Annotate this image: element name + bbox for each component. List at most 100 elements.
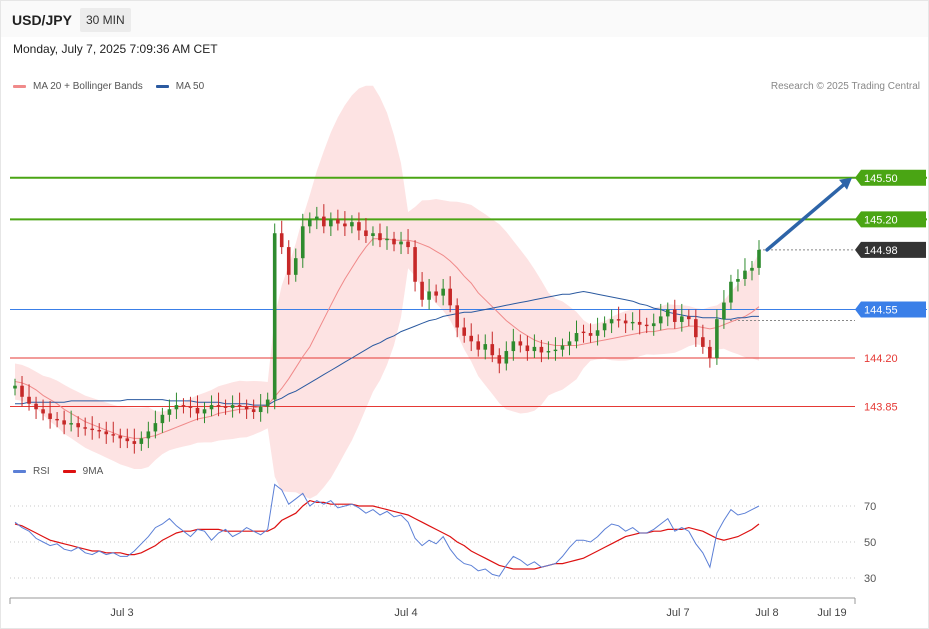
candle-14: [111, 434, 116, 436]
legend-swatch-9ma: [62, 470, 76, 473]
candle-82: [588, 333, 593, 336]
legend-label-9ma: 9MA: [82, 466, 104, 477]
candle-100: [715, 319, 719, 358]
candle-8: [69, 423, 73, 425]
level-tag-144.55: [855, 301, 926, 318]
candle-33: [244, 406, 249, 410]
candle-21: [160, 414, 165, 424]
x-label-4: Jul 19: [817, 607, 846, 619]
candle-1: [20, 385, 24, 397]
candle-18: [139, 438, 144, 444]
candle-23: [174, 405, 179, 410]
candle-98: [701, 337, 705, 347]
candle-76: [546, 351, 551, 353]
candle-97: [694, 319, 698, 338]
level-label-145.50: 145.50: [864, 173, 898, 185]
candle-86: [616, 319, 621, 321]
candle-22: [167, 409, 172, 415]
candle-27: [202, 409, 207, 414]
timeframe-button[interactable]: 30 MIN: [80, 8, 131, 32]
candle-11: [90, 428, 95, 431]
candle-84: [602, 323, 607, 331]
candle-40: [293, 258, 298, 275]
candle-54: [392, 238, 396, 245]
candle-43: [315, 216, 319, 220]
rsi-9ma-line: [14, 499, 760, 570]
forecast-arrow-shaft: [765, 181, 848, 252]
candle-80: [574, 333, 579, 342]
candle-66: [476, 341, 481, 350]
candle-15: [118, 435, 123, 439]
candle-9: [76, 423, 80, 428]
candle-41: [300, 226, 305, 259]
candle-34: [251, 409, 256, 413]
candle-61: [441, 288, 445, 296]
candle-74: [532, 346, 537, 352]
candle-58: [420, 281, 424, 300]
candle-68: [490, 344, 495, 356]
candle-52: [378, 233, 382, 241]
candle-24: [181, 405, 186, 407]
candle-31: [230, 405, 235, 408]
legend-label-ma20: MA 20 + Bollinger Bands: [33, 81, 143, 92]
candle-101: [722, 302, 726, 320]
level-label-145.20: 145.20: [864, 214, 898, 226]
candle-88: [630, 321, 635, 324]
legend-swatch-ma50: [155, 85, 169, 88]
candle-89: [637, 321, 642, 325]
candle-30: [223, 406, 228, 408]
candle-71: [511, 341, 516, 352]
candle-77: [553, 349, 558, 352]
forecast-arrow-head: [839, 177, 852, 190]
candle-105: [750, 267, 754, 271]
candle-7: [62, 420, 66, 425]
candle-44: [322, 216, 326, 227]
candle-12: [97, 430, 102, 432]
rsi-tick-70: 70: [864, 501, 876, 513]
candle-51: [371, 233, 375, 237]
candle-79: [567, 341, 572, 346]
candle-62: [448, 288, 452, 306]
candle-4: [41, 409, 45, 414]
candle-17: [132, 441, 137, 444]
candle-73: [525, 345, 530, 352]
candle-64: [462, 327, 467, 336]
legend-label-ma50: MA 50: [175, 81, 205, 92]
legend-label-rsi: RSI: [33, 466, 50, 477]
candle-13: [104, 431, 109, 435]
level-tag-145.20: [855, 211, 926, 228]
candle-29: [216, 405, 221, 407]
candle-45: [329, 219, 333, 227]
chart-header: USD/JPY 30 MIN: [1, 1, 928, 37]
candle-16: [125, 438, 130, 442]
rsi-line: [14, 483, 760, 577]
candle-102: [729, 281, 733, 303]
level-label-144.98: 144.98: [864, 245, 898, 257]
candle-37: [272, 233, 277, 400]
symbol-title: USD/JPY: [12, 12, 72, 28]
candle-25: [188, 406, 193, 408]
candle-95: [679, 316, 684, 322]
copyright-text: Research © 2025 Trading Central: [770, 81, 920, 92]
candle-91: [651, 323, 656, 327]
candle-72: [518, 341, 523, 346]
candle-67: [483, 344, 488, 350]
level-label-144.55: 144.55: [864, 304, 898, 316]
candle-35: [258, 406, 263, 413]
level-label-144.20: 144.20: [864, 353, 898, 365]
candle-103: [736, 278, 740, 282]
candle-65: [469, 335, 474, 342]
timestamp: Monday, July 7, 2025 7:09:36 AM CET: [13, 42, 218, 56]
bollinger-band: [15, 85, 759, 499]
candle-87: [623, 320, 628, 324]
candle-69: [497, 355, 502, 364]
candle-104: [743, 270, 747, 279]
candle-3: [34, 403, 38, 410]
candle-59: [427, 291, 431, 300]
candle-2: [27, 396, 31, 404]
level-label-143.85: 143.85: [864, 401, 898, 413]
candle-28: [209, 405, 214, 410]
x-label-1: Jul 4: [394, 607, 417, 619]
rsi-tick-30: 30: [864, 573, 876, 585]
